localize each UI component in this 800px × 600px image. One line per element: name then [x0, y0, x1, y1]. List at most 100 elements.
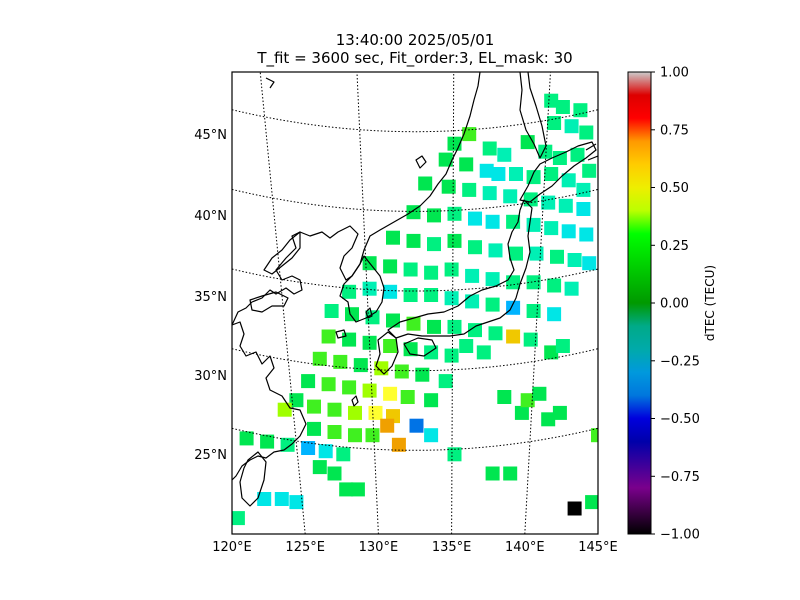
dtec-cell [529, 246, 544, 261]
dtec-cell [544, 345, 559, 360]
dtec-cell [327, 425, 342, 439]
dtec-cell [488, 326, 503, 341]
dtec-cell [468, 323, 482, 338]
dtec-cell [523, 332, 538, 347]
longitude-tick-label: 140°E [505, 540, 545, 555]
dtec-cell [324, 304, 339, 318]
colorbar-tick-label: −0.50 [660, 412, 700, 427]
dtec-cell [506, 275, 521, 290]
colorbar-tick-label: −1.00 [660, 528, 700, 543]
dtec-cell [541, 412, 556, 427]
dtec-cell [386, 313, 400, 328]
coastline-shikoku [403, 337, 437, 357]
colorbar-tick-label: 0.00 [660, 297, 689, 312]
longitude-tick-label: 130°E [359, 540, 399, 555]
dtec-cell [362, 281, 377, 296]
dtec-cell [523, 192, 538, 207]
dtec-cell [383, 386, 398, 401]
dtec-cell [591, 428, 598, 443]
dtec-cell [403, 262, 418, 277]
coastline-okinawa [351, 395, 359, 407]
dtec-cell [289, 495, 304, 510]
coastline-kuril [585, 143, 598, 161]
dtec-cell [585, 495, 598, 510]
dtec-cell [321, 377, 336, 392]
dtec-cell [503, 466, 518, 481]
dtec-cell [564, 281, 579, 296]
dtec-cell [365, 310, 380, 325]
dtec-cell [383, 284, 398, 299]
dtec-cell [327, 466, 342, 481]
dtec-cell [307, 399, 321, 414]
dtec-cell [274, 492, 289, 506]
dtec-cell [415, 367, 430, 382]
dtec-cell [342, 380, 357, 395]
dtec-cell [582, 256, 597, 271]
dtec-cell [582, 163, 597, 178]
coastline-korea [339, 255, 385, 323]
colorbar-tick-label: 0.25 [660, 239, 689, 254]
map-title-line-2: T_fit = 3600 sec, Fit_order:3, EL_mask: … [257, 49, 573, 67]
dtec-cell [564, 119, 579, 134]
dtec-cell [520, 393, 535, 408]
dtec-cell [482, 186, 497, 201]
dtec-cell [503, 189, 518, 204]
dtec-cell [552, 405, 567, 420]
dtec-cell [447, 447, 462, 462]
dtec-cell [348, 405, 362, 420]
dtec-cell [459, 339, 474, 353]
dtec-cell [555, 339, 570, 353]
axis-tick-labels: 120°E 125°E 130°E 135°E 140°E 145°E 25°N 30°N 35… [194, 128, 618, 555]
dtec-cell [342, 332, 357, 347]
dtec-cell [476, 345, 491, 360]
dtec-cell [485, 297, 500, 312]
dtec-cell [570, 147, 585, 162]
dtec-cell [438, 374, 453, 389]
dtec-cell [348, 428, 362, 443]
latitude-tick-label: 35°N [194, 290, 227, 305]
dtec-cell [485, 272, 500, 287]
colorbar-label: dTEC (TECU) [703, 265, 717, 341]
coastline-jeju [335, 329, 347, 339]
dtec-cell [427, 237, 441, 252]
dtec-cell [277, 402, 292, 417]
dtec-cell [368, 405, 383, 420]
colorbar-tick-label: 0.75 [660, 123, 689, 138]
coastlines [232, 72, 598, 507]
dtec-cell [280, 437, 295, 452]
dtec-cell [550, 249, 564, 264]
coastline-sakhalin [519, 72, 547, 159]
dtec-cell [427, 319, 441, 334]
dtec-cell [400, 390, 415, 404]
dtec-cell [576, 202, 591, 216]
latitude-gridline [232, 109, 598, 133]
coastline-bohai [232, 72, 481, 326]
coastline-kyushu [375, 331, 399, 375]
dtec-cell [547, 307, 562, 322]
dtec-cell [462, 182, 477, 197]
dtec-cell [465, 268, 480, 283]
dtec-cell [544, 221, 559, 236]
coastline-taiwan [239, 451, 267, 507]
dtec-cell [555, 100, 570, 114]
dtec-cell [532, 386, 547, 401]
dtec-cell [362, 335, 377, 350]
dtec-cell [318, 444, 333, 459]
colorbar-tick-label: 1.00 [660, 66, 689, 81]
latitude-tick-label: 40°N [194, 209, 227, 224]
dtec-cell [561, 173, 576, 188]
dtec-cell [406, 233, 421, 248]
dtec-cell [485, 214, 500, 229]
coastline-northwest-bit [265, 77, 275, 89]
coastline-liaodong [263, 231, 301, 275]
dtec-cell [447, 206, 462, 221]
dtec-cell [447, 319, 462, 334]
colorbar-tick-label: −0.75 [660, 470, 700, 485]
dtec-cell [488, 243, 503, 258]
dtec-cell [336, 447, 351, 462]
dtec-cell [465, 294, 480, 309]
dtec-cell [468, 211, 482, 226]
dtec-cell [506, 300, 521, 315]
coastline-mainland [232, 321, 307, 481]
dtec-cell [232, 511, 245, 526]
